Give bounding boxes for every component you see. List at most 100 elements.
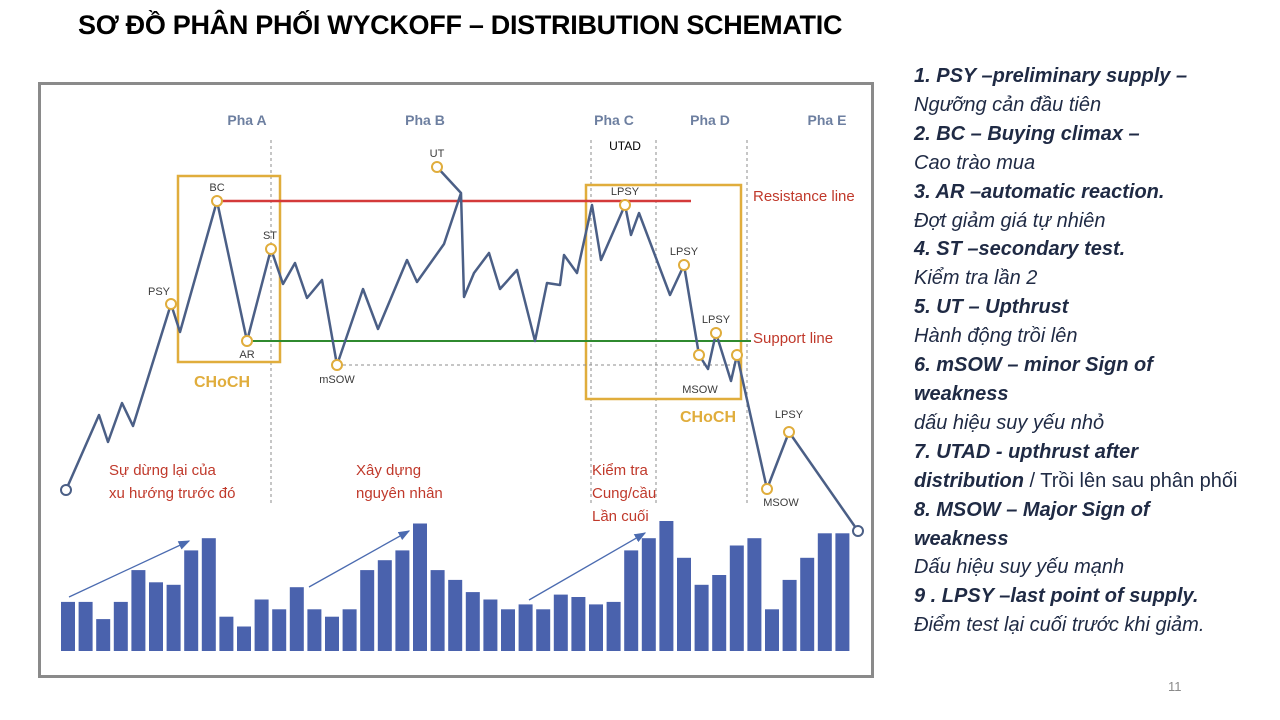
legend-6-desc: dấu hiệu suy yếu nhỏ [914,411,1105,434]
label-lpsy-4: LPSY [775,409,804,421]
label-st: ST [263,230,277,242]
annotation-test-line2: Cung/cầu [592,485,656,502]
label-utad: UTAD [609,139,641,153]
legend-7-term2: distribution / Trồi lên sau phân phối [914,469,1238,492]
legend-5-term: 5. UT – Upthrust [914,296,1069,319]
page-number: 11 [1168,679,1182,694]
path-end-point [852,525,864,537]
volume-bar [413,523,427,651]
volume-bar [782,579,797,651]
label-ut: UT [430,148,445,160]
legend-8-term2: weakness [914,527,1009,550]
legend-2-term: 2. BC – Buying climax – [914,122,1140,145]
slide-title: SƠ ĐỒ PHÂN PHỐI WYCKOFF – DISTRIBUTION S… [78,10,843,40]
wyckoff-diagram: Pha A Pha B Pha C Pha D Pha E [60,112,864,651]
volume-bar [571,597,586,651]
point-lpsy-2 [678,259,690,271]
volume-bar [448,579,463,651]
legend-7-term: 7. UTAD - upthrust after [914,440,1139,463]
path-start-point [60,484,72,496]
point-msow-right-edge [731,349,743,361]
legend-1-term: 1. PSY –preliminary supply – [914,65,1188,87]
volume-bar [96,619,111,651]
volume-bar [553,594,568,651]
volume-bar [729,545,744,651]
choch-label-left: CHoCH [194,374,250,391]
key-points [165,161,795,495]
point-lpsy-4 [783,426,795,438]
volume-bar [501,609,515,651]
phase-dividers [270,140,748,505]
point-st [265,243,277,255]
volume-bar [131,570,146,651]
volume-bar [536,609,551,651]
point-lpsy-3 [710,327,722,339]
wyckoff-diagram-frame: Pha A Pha B Pha C Pha D Pha E [38,82,874,678]
volume-bar [483,599,498,651]
legend-6-term: 6. mSOW – minor Sign of [914,354,1153,377]
volume-bar [113,601,128,651]
legend-5-desc: Hành động trồi lên [914,325,1078,348]
legend-4-term: 4. ST –secondary test. [914,238,1126,261]
support-line-label: Support line [753,330,833,347]
label-msow-2: MSOW [763,497,799,509]
annotation-cause-line1: Xây dựng [356,462,421,479]
volume-bar [219,616,234,651]
phase-label-c: Pha C [594,112,634,128]
volume-bar [61,601,75,651]
volume-bar [677,557,691,651]
choch-box-right [584,183,743,401]
phase-label-e: Pha E [808,112,847,128]
legend-4-desc: Kiểm tra lần 2 [914,267,1038,290]
volume-bar [694,584,709,651]
legend-3-term: 3. AR –automatic reaction. [914,180,1165,203]
label-msow-small: mSOW [319,374,355,386]
label-bc: BC [209,182,224,194]
volume-bar [272,609,287,651]
volume-bar [360,570,375,651]
point-ar [241,335,253,347]
volume-bar [659,521,674,651]
volume-bar [307,609,322,651]
volume-bar [641,538,656,651]
volume-bar [589,604,603,651]
legend-9-term: 9 . LPSY –last point of supply. [914,585,1199,608]
volume-bar [78,601,93,651]
volume-bar [712,575,727,651]
label-lpsy-3: LPSY [702,314,731,326]
annotation-test-line3: Lần cuối [592,508,649,525]
volume-bar [465,592,480,651]
volume-bar [395,550,410,651]
legend-8-desc: Dấu hiệu suy yếu mạnh [914,556,1125,579]
annotation-test-line1: Kiểm tra [592,462,649,479]
volume-arrow-2 [308,530,411,588]
choch-box-left [176,174,282,364]
volume-bar [800,557,815,651]
volume-bar [342,609,357,651]
price-path [64,165,860,532]
label-psy: PSY [148,286,171,298]
volume-arrow-1 [68,540,191,598]
phase-label-a: Pha A [227,112,266,128]
volume-bars [61,521,850,651]
volume-bar [289,587,304,651]
label-msow-1: MSOW [682,384,718,396]
volume-bar [237,626,251,651]
volume-bar [518,604,533,651]
label-ar: AR [239,349,254,361]
annotation-stop-line2: xu hướng trước đó [109,485,235,502]
phase-label-b: Pha B [405,112,445,128]
point-ut [431,161,443,173]
volume-bar [817,533,832,651]
legend-panel: 1. PSY –preliminary supply – Ngưỡng cản … [914,62,1274,640]
volume-arrow-3 [528,532,647,601]
annotation-stop-line1: Sự dừng lại của [109,462,216,479]
volume-bar [166,584,181,651]
volume-bar [835,533,850,651]
phase-label-d: Pha D [690,112,730,128]
point-msow-1 [693,349,705,361]
volume-bar [765,609,779,651]
volume-bar [325,616,339,651]
point-psy [165,298,177,310]
point-lpsy-1 [619,199,631,211]
